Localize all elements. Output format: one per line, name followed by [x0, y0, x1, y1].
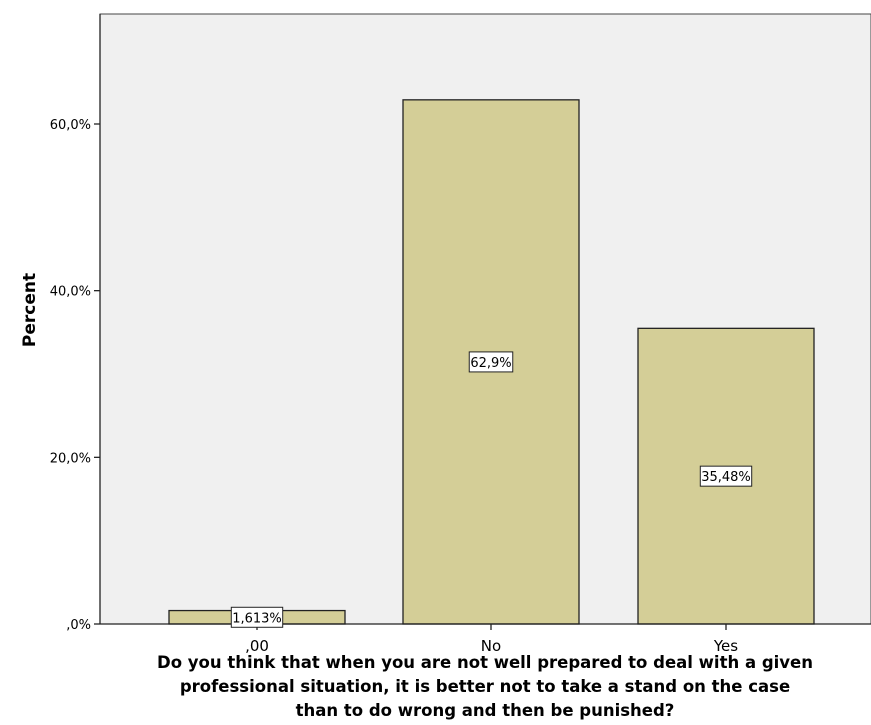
- data-label-box-2: [699, 465, 753, 487]
- y-tick-label-1: 20,0%: [50, 451, 91, 466]
- y-axis-label: Percent: [20, 272, 40, 348]
- x-tick-label-1: No: [481, 637, 501, 655]
- x-tick-label-0: ,00: [245, 637, 269, 655]
- axes-group: ,0% 20,0% 40,0% 60,0% ,00 No Yes: [50, 14, 871, 655]
- x-tick-label-2: Yes: [713, 637, 738, 655]
- y-tick-label-2: 40,0%: [50, 285, 91, 300]
- data-label-box-1: [468, 351, 514, 373]
- data-label-0: 1,613%: [232, 611, 282, 626]
- y-tick-label-0: ,0%: [66, 618, 91, 633]
- y-tick-label-3: 60,0%: [50, 118, 91, 133]
- data-label-box-0: [230, 606, 284, 628]
- data-label-2: 35,48%: [701, 470, 751, 485]
- data-label-1: 62,9%: [470, 356, 511, 371]
- data-labels-group: 1,613% 62,9% 35,48%: [230, 351, 753, 628]
- x-axis-label: Do you think that when you are not well …: [157, 653, 813, 720]
